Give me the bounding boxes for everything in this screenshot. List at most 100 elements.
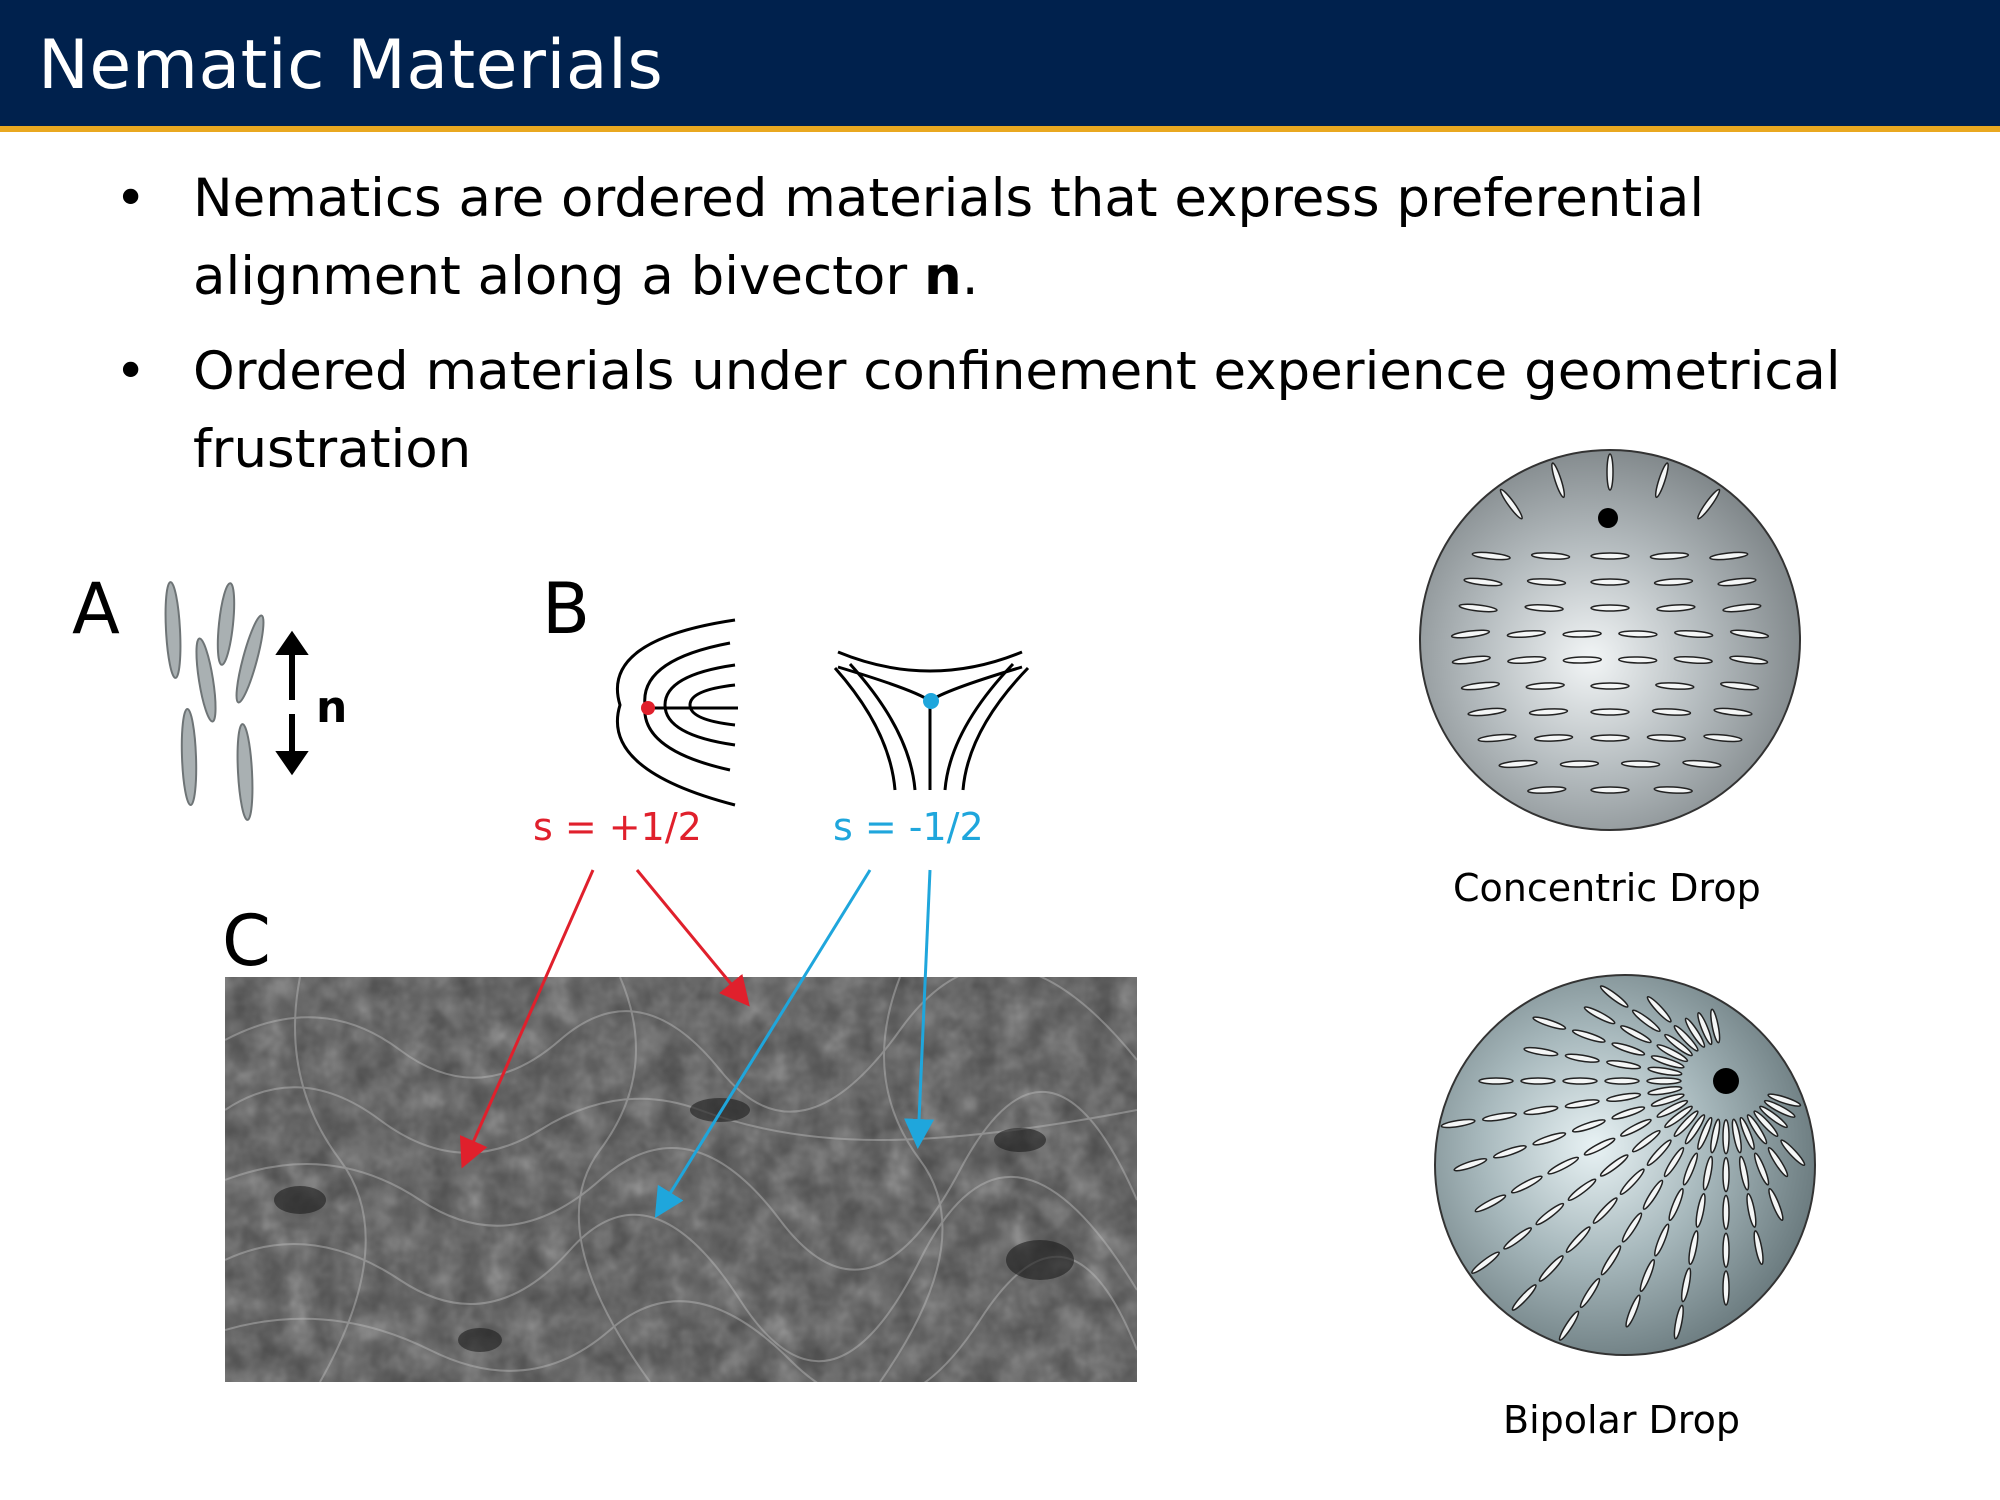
mesogen-rod xyxy=(1646,1139,1672,1167)
mesogen-rod xyxy=(1646,1077,1682,1085)
mesogen-rod xyxy=(1620,760,1661,768)
bullet-list: • Nematics are ordered materials that ex… xyxy=(115,160,1955,506)
panel-b-label: B xyxy=(542,568,591,650)
mesogen-rod xyxy=(1684,1017,1706,1048)
mesogen-rod xyxy=(1722,1119,1730,1155)
mesogen-rod xyxy=(1719,681,1760,691)
bipolar-drop xyxy=(1434,974,1816,1356)
mesogen xyxy=(164,581,182,679)
mesogen-rod xyxy=(1780,1139,1806,1167)
mesogen-rod xyxy=(1710,1008,1721,1044)
mesogen-rod xyxy=(1673,655,1713,665)
mesogen-rod xyxy=(1722,1194,1730,1231)
bullet-text-1: Nematics are ordered materials that expr… xyxy=(193,168,1705,307)
mesogen-rod xyxy=(1753,1230,1764,1266)
mesogen-rod xyxy=(1590,708,1630,716)
mesogen-rod xyxy=(1471,1251,1500,1274)
mesogen-rod xyxy=(1618,630,1658,638)
slide-header: Nematic Materials xyxy=(0,0,2000,132)
mesogen-rod xyxy=(1562,1077,1598,1085)
mesogen-rod xyxy=(1695,1192,1706,1228)
bullet-text-2: Ordered materials under confinement expe… xyxy=(193,341,1841,480)
mesogen-rod xyxy=(1650,1055,1685,1069)
mesogen-rod xyxy=(1532,1132,1567,1146)
mesogen-rod xyxy=(1523,1046,1559,1057)
plus-half-label: s = +1/2 xyxy=(533,805,702,849)
mesogen-rod xyxy=(1600,1245,1622,1276)
panel-a-label: A xyxy=(72,568,120,650)
concentric-drop xyxy=(1419,449,1801,831)
mesogen-rod xyxy=(1528,708,1569,716)
minus-half-label: s = -1/2 xyxy=(833,805,984,849)
mesogen-rod xyxy=(1709,551,1749,561)
mesogen-rod xyxy=(1551,462,1566,499)
mesogen-rod xyxy=(1498,759,1538,769)
mesogen-rod xyxy=(1571,1119,1606,1133)
mesogen-rod xyxy=(1746,1114,1768,1145)
mesogen-rod xyxy=(1474,1194,1507,1213)
mesogen-rod xyxy=(1590,734,1630,742)
mesogen-rod xyxy=(1713,707,1753,717)
mesogen-rod xyxy=(1562,656,1603,664)
micrograph-image xyxy=(225,977,1137,1382)
mesogen-rod xyxy=(1562,630,1602,638)
mesogen-rod xyxy=(1599,1154,1629,1177)
mesogen-rod xyxy=(1651,708,1692,716)
mesogen-rod xyxy=(1567,1178,1597,1202)
mesogen-rod xyxy=(1547,1156,1580,1175)
mesogen-rod xyxy=(1617,656,1658,664)
mesogen-rod xyxy=(1460,681,1501,691)
mesogen-rod xyxy=(1451,655,1491,665)
mesogen-rod xyxy=(1722,1232,1730,1268)
mesogen-rod xyxy=(1590,552,1630,560)
mesogen-rod xyxy=(1729,629,1770,639)
mesogen-rod xyxy=(1492,1145,1527,1159)
mesogen-rod xyxy=(1458,603,1498,613)
mesogen-rod xyxy=(1656,604,1696,612)
mesogen-rod xyxy=(1722,1270,1730,1306)
mesogen-rod xyxy=(1477,733,1517,743)
mesogen-rod xyxy=(1673,1110,1699,1138)
mesogen-rod xyxy=(1702,1155,1714,1191)
mesogen-group xyxy=(164,581,265,821)
mesogen-rod xyxy=(1450,629,1491,639)
mesogen-rod xyxy=(1639,1258,1655,1293)
bivector-symbol: n xyxy=(923,246,962,307)
mesogen-rod xyxy=(1590,578,1630,586)
mesogen-rod xyxy=(1526,578,1567,586)
mesogen-rod xyxy=(1703,733,1743,743)
mesogen-rod xyxy=(1631,1009,1661,1033)
mesogen-rod xyxy=(1710,1118,1721,1154)
mesogen-rod xyxy=(1647,1066,1683,1077)
mesogen-rod xyxy=(1620,1118,1652,1137)
mesogen-rod xyxy=(1731,1118,1742,1154)
defect-arrows xyxy=(459,869,935,1219)
mesogen-rod xyxy=(1768,1187,1784,1222)
mesogen-rod xyxy=(1664,1033,1693,1057)
mesogen-rod xyxy=(1471,551,1511,561)
mesogen-rod xyxy=(1653,786,1693,794)
mesogen-rod xyxy=(1583,1006,1616,1025)
mesogen-rod xyxy=(1680,1267,1692,1303)
mesogen-rod xyxy=(1525,682,1565,690)
mesogen-rod xyxy=(1620,1025,1652,1044)
mesogen-rod xyxy=(1631,1129,1661,1153)
mesogen-rod xyxy=(1722,603,1762,613)
mesogen-rod xyxy=(1646,734,1687,742)
mesogen-rod xyxy=(1606,453,1614,491)
minus-half-defect xyxy=(833,650,1030,791)
mesogen-rod xyxy=(1558,1310,1580,1341)
mesogen-rod xyxy=(1650,1093,1685,1107)
mesogen-rod xyxy=(1583,1137,1616,1156)
mesogen-rod xyxy=(1481,1112,1518,1122)
mesogen-rod xyxy=(1530,552,1571,560)
mesogen-rod xyxy=(1621,1212,1643,1243)
mesogen-rod xyxy=(1688,1230,1699,1266)
mesogen-rod xyxy=(1663,1146,1685,1178)
mesogen-rod xyxy=(1524,604,1564,612)
mesogen-rod xyxy=(1697,1012,1713,1046)
mesogen-rod xyxy=(1722,1156,1730,1193)
mesogen-rod xyxy=(1478,1077,1514,1085)
mesogen-rod xyxy=(1717,577,1757,587)
